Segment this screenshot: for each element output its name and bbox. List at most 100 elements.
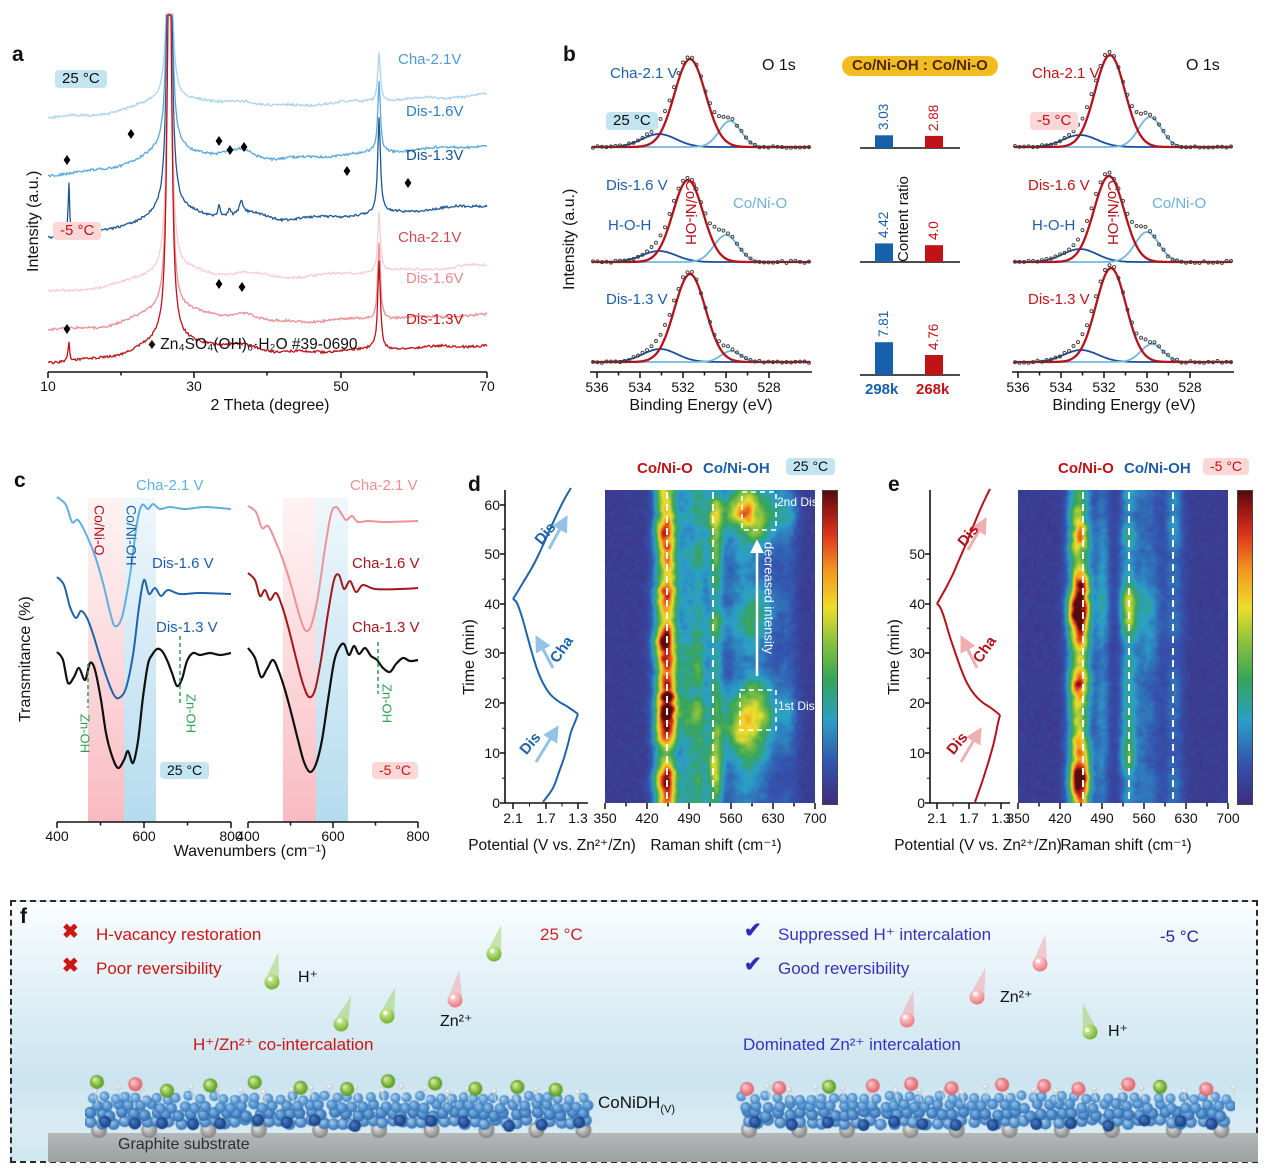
band-conioh: [124, 498, 156, 822]
b-o1s-right: O 1s: [1186, 57, 1220, 74]
xps-data-point: [762, 144, 766, 149]
xps-data-point: [618, 143, 622, 148]
xps-data-point: [789, 145, 793, 150]
diamond-marker: [63, 324, 71, 334]
raman-heatmap-25c: [605, 490, 815, 803]
xps-data-point: [631, 140, 636, 145]
xps-data-point: [753, 142, 757, 147]
ratio-value: 4.76: [926, 323, 941, 350]
tick-label: 0: [492, 795, 500, 811]
xps-data-point: [613, 359, 618, 364]
xps-data-point: [1134, 331, 1139, 336]
xps-data-point: [622, 358, 627, 363]
xps-data-point: [631, 257, 636, 261]
tick-label: 800: [406, 828, 430, 844]
xrd-curve: [48, 13, 488, 178]
xps-data-point: [703, 305, 708, 310]
e-xlabel-raman: Raman shift (cm⁻¹): [1060, 837, 1192, 854]
xps-data-point: [1193, 260, 1197, 265]
tick-label: 420: [635, 810, 659, 826]
xps-data-point: [739, 128, 744, 133]
xps-data-point: [1139, 224, 1143, 229]
curve-label: Cha-2.1 V: [1032, 65, 1100, 82]
xps-data-point: [1058, 139, 1062, 144]
xps-data-point: [1013, 259, 1017, 264]
xps-data-point: [699, 291, 703, 296]
xps-data-point: [1143, 337, 1148, 342]
xps-data-point: [726, 115, 730, 120]
component-label-conioh: Co/Ni-OH: [681, 180, 699, 246]
xps-data-point: [627, 141, 631, 146]
xps-data-point: [708, 319, 712, 324]
xps-data-point: [748, 357, 753, 362]
xps-data-point: [1175, 357, 1179, 362]
d-xlabel-raman: Raman shift (cm⁻¹): [650, 837, 782, 854]
xps-data-point: [721, 343, 726, 348]
annot-decreased-intensity: decreased intensity: [761, 542, 777, 655]
f-temp-25c: 25 °C: [540, 925, 583, 944]
f-right-caption: Dominated Zn²⁺ intercalation: [743, 1035, 961, 1054]
curve-label: Dis-1.6V: [406, 103, 464, 120]
ftir-curve: [56, 647, 232, 770]
ftir-curve: [56, 576, 232, 700]
xrd-curve: [47, 12, 488, 240]
xps-data-point: [712, 224, 717, 229]
cross-icon: ✖: [62, 955, 79, 977]
xps-data-point: [1112, 54, 1116, 59]
xps-data-point: [1206, 359, 1211, 364]
xps-data-point: [784, 360, 789, 365]
xps-data-point: [1220, 260, 1224, 265]
h-ion-droplet: [486, 924, 502, 962]
tick-label: 50: [333, 378, 349, 394]
xps-data-point: [1170, 257, 1175, 262]
xps-data-point: [1161, 128, 1166, 133]
xps-data-point: [1017, 144, 1022, 149]
xrd-curve: [48, 12, 488, 293]
xps-data-point: [1206, 145, 1211, 150]
xps-data-point: [645, 249, 649, 254]
xps-data-point: [600, 360, 604, 365]
diamond-marker: [63, 155, 71, 165]
xps-data-point: [618, 258, 622, 263]
curve-label: Cha-2.1 V: [136, 477, 204, 494]
zn-ion-label: Zn²⁺: [440, 1013, 473, 1030]
xps-data-point: [753, 259, 757, 264]
xps-data-point: [784, 145, 789, 150]
xps-data-point: [771, 144, 775, 149]
xps-data-point: [789, 360, 793, 365]
f-good2: Good reversibility: [778, 959, 910, 978]
xps-data-point: [735, 123, 739, 128]
xps-data-point: [1206, 260, 1211, 265]
xps-data-point: [1098, 180, 1103, 185]
h-ion-label: H⁺: [298, 969, 318, 986]
xps-data-point: [1157, 242, 1161, 247]
xps-data-point: [1197, 260, 1202, 265]
tick-label: 350: [1006, 810, 1030, 826]
tick-label: 532: [1092, 379, 1116, 395]
xps-data-point: [1139, 111, 1143, 116]
xps-data-point: [1148, 229, 1152, 234]
e-header-conioh: Co/Ni-OH: [1124, 460, 1191, 477]
xps-data-point: [703, 89, 708, 94]
tick-label: 630: [1174, 810, 1198, 826]
curve-label: Cha-2.1V: [398, 229, 462, 246]
xps-data-point: [1188, 359, 1193, 364]
tick-label: 20: [909, 695, 925, 711]
xps-data-point: [1089, 309, 1094, 314]
panel-label-d: d: [468, 473, 481, 496]
xps-data-point: [1040, 258, 1044, 263]
xps-data-point: [609, 260, 613, 265]
xps-data-point: [708, 101, 712, 106]
xps-data-point: [757, 359, 762, 363]
xps-data-point: [748, 256, 753, 261]
xps-data-point: [622, 144, 627, 149]
panel-label-b: b: [563, 43, 576, 66]
xps-data-point: [1062, 136, 1067, 140]
xps-data-point: [1215, 260, 1220, 265]
xps-data-point: [771, 260, 775, 265]
xps-data-point: [663, 225, 667, 230]
ratio-bar-red: [925, 355, 943, 375]
xps-data-point: [1184, 260, 1188, 265]
xps-data-point: [667, 211, 672, 216]
xps-data-point: [636, 254, 640, 259]
